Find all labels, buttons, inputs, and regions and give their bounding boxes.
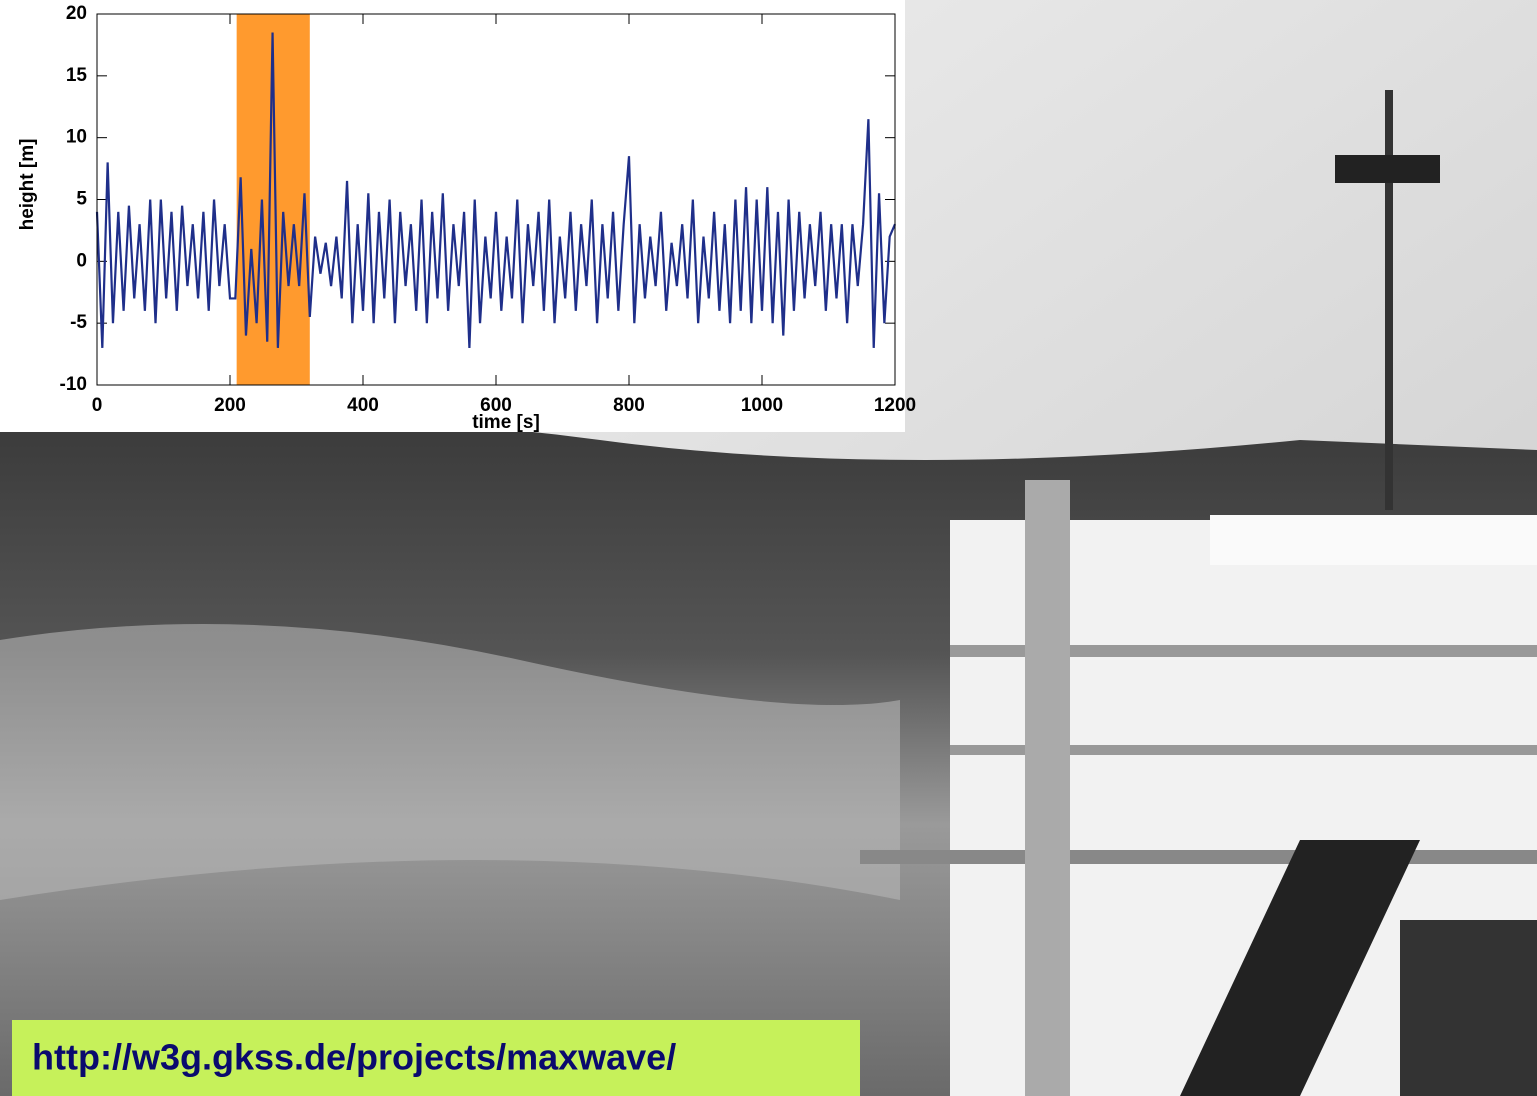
x-axis-label: time [s] xyxy=(472,412,540,433)
x-tick-label: 1200 xyxy=(874,395,916,416)
x-tick-label: 800 xyxy=(613,395,645,416)
y-tick-label: -10 xyxy=(60,374,87,395)
y-tick-label: 10 xyxy=(66,127,87,148)
x-tick-label: 600 xyxy=(480,395,512,416)
y-axis-label: height [m] xyxy=(17,139,38,231)
y-tick-label: 0 xyxy=(76,250,87,271)
y-tick-label: 15 xyxy=(66,65,88,86)
url-text: http://w3g.gkss.de/projects/maxwave/ xyxy=(32,1037,676,1078)
x-tick-label: 1000 xyxy=(741,395,783,416)
plot-frame xyxy=(96,13,896,386)
y-tick-label: 5 xyxy=(76,189,87,210)
y-tick-label: 20 xyxy=(66,3,87,24)
series-line xyxy=(95,32,897,348)
x-tick-label: 0 xyxy=(92,395,103,416)
x-tick-label: 200 xyxy=(214,395,246,416)
x-tick-label: 400 xyxy=(347,395,379,416)
url-box xyxy=(12,1020,860,1096)
y-tick-label: -5 xyxy=(70,312,87,333)
